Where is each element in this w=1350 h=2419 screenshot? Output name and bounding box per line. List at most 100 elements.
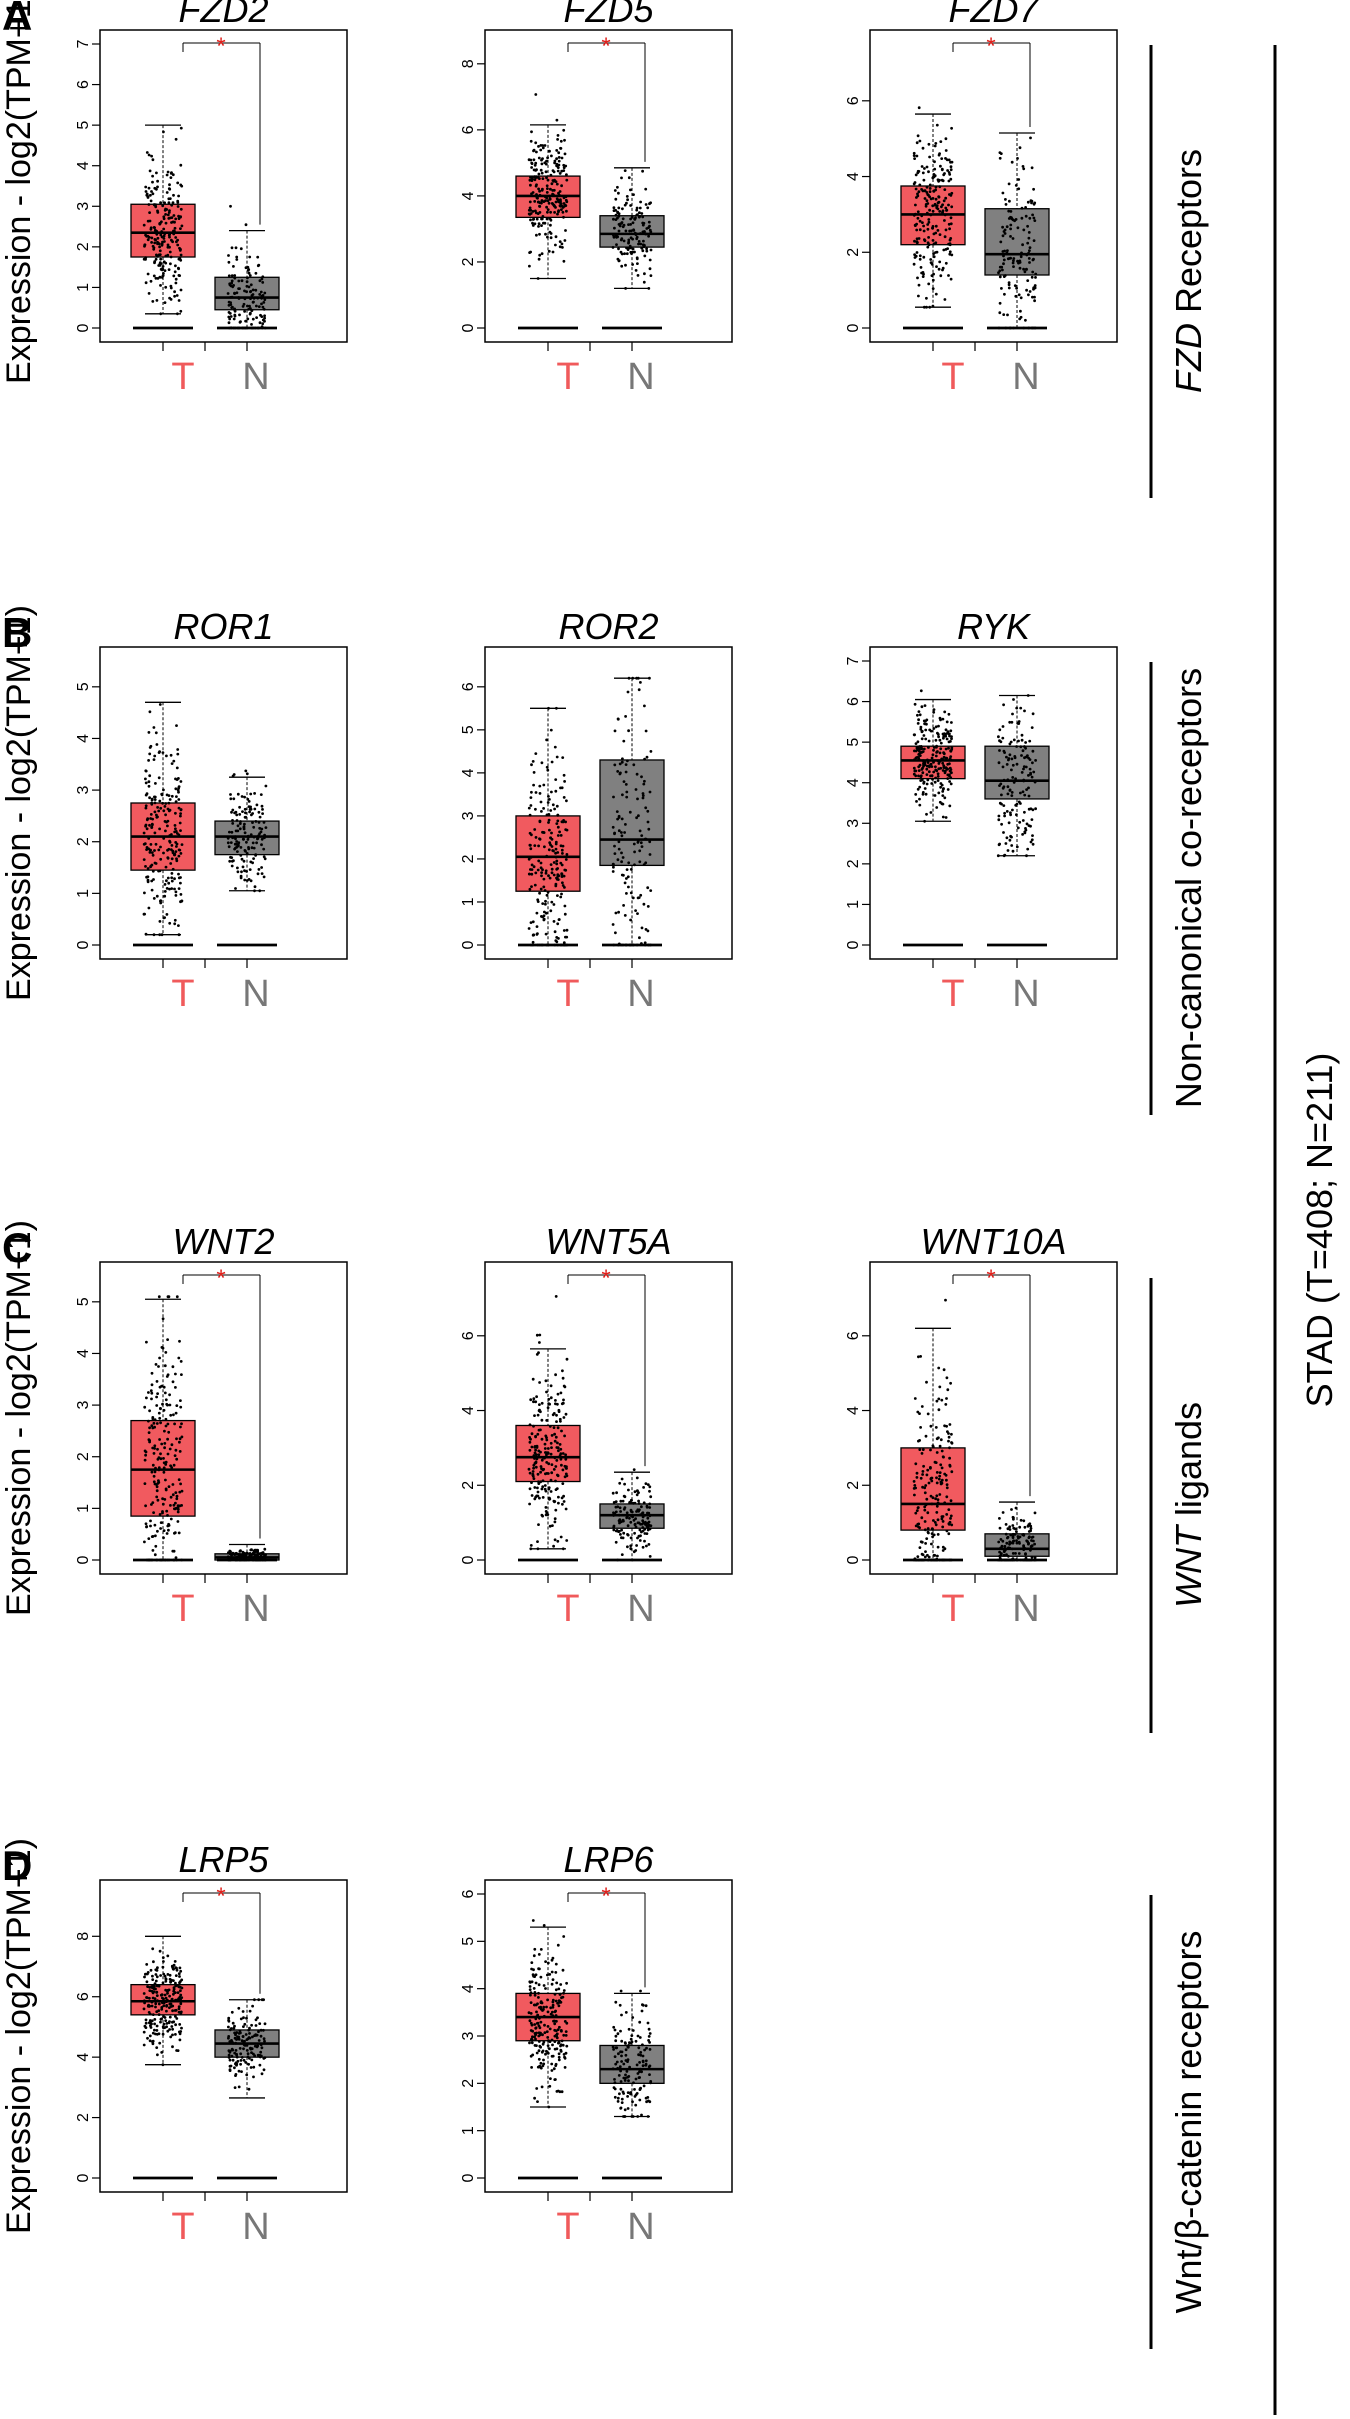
data-point (931, 777, 934, 781)
data-point (239, 2059, 243, 2062)
data-point (179, 1996, 182, 2000)
data-point (932, 1519, 935, 1522)
data-point (538, 891, 541, 895)
data-point (625, 1516, 629, 1520)
data-point (930, 274, 934, 277)
group-label-normal: N (627, 973, 654, 1015)
data-point (256, 1549, 259, 1553)
data-point (533, 1497, 537, 1501)
data-point (646, 905, 650, 908)
data-point (1013, 756, 1017, 760)
data-point (155, 1495, 159, 1499)
data-point (559, 1457, 563, 1461)
data-point (942, 173, 946, 177)
data-point (160, 276, 164, 279)
y-tick-label: 0 (460, 323, 477, 332)
data-point (1033, 295, 1036, 299)
data-point (553, 1432, 556, 1436)
data-point (562, 941, 566, 945)
data-point (230, 281, 234, 285)
data-point (537, 1967, 540, 1971)
data-point (640, 2113, 643, 2117)
data-point (243, 2039, 246, 2043)
data-point (927, 236, 930, 239)
data-point (550, 900, 554, 904)
data-point (642, 782, 646, 786)
data-point (1012, 257, 1016, 260)
data-point (156, 1529, 159, 1533)
data-point (948, 734, 951, 738)
data-point (177, 267, 181, 271)
data-point (919, 1476, 923, 1480)
data-point (1003, 249, 1006, 253)
data-point (923, 197, 927, 200)
data-point (950, 1441, 954, 1445)
data-point (942, 199, 946, 203)
data-point (531, 2035, 534, 2039)
data-point (173, 824, 177, 827)
data-point (633, 1522, 637, 1526)
data-point (530, 1432, 534, 1436)
data-point (554, 1295, 558, 1298)
data-point (550, 1471, 554, 1475)
data-point (177, 854, 181, 858)
data-point (641, 2059, 645, 2063)
data-point (548, 1524, 552, 1528)
data-point (945, 1513, 949, 1516)
data-point (163, 1391, 167, 1395)
data-point (149, 843, 153, 846)
data-point (158, 1438, 162, 1441)
data-point (933, 174, 937, 178)
data-point (947, 712, 951, 716)
data-point (618, 1529, 621, 1533)
box-normal (599, 1468, 665, 1562)
y-tick-label: 2 (75, 1452, 92, 1461)
data-point (553, 1520, 557, 1524)
data-point (551, 2010, 554, 2014)
data-point (1031, 761, 1034, 765)
data-point (640, 834, 644, 837)
data-point (925, 211, 929, 215)
data-point (1021, 243, 1024, 247)
box-tumor (900, 1298, 966, 1562)
data-point (174, 2023, 178, 2027)
data-point (646, 820, 650, 824)
data-point (152, 1480, 156, 1484)
data-point (928, 765, 931, 769)
data-point (171, 173, 175, 177)
data-point (166, 1524, 170, 1528)
data-point (148, 2039, 152, 2043)
data-point (168, 1973, 172, 1977)
data-point (925, 767, 929, 771)
data-point (158, 1356, 162, 1360)
data-point (165, 208, 169, 211)
data-point (637, 2053, 640, 2057)
data-point (557, 159, 561, 163)
data-point (239, 820, 242, 823)
data-point (618, 1506, 622, 1510)
data-point (227, 2053, 231, 2057)
data-point (636, 262, 639, 265)
data-point (1019, 745, 1023, 749)
data-point (153, 241, 157, 245)
data-point (152, 933, 156, 937)
data-point (241, 2035, 245, 2038)
data-point (156, 179, 160, 183)
data-point (164, 865, 168, 869)
data-point (642, 243, 646, 247)
data-point (150, 826, 154, 829)
data-point (1009, 223, 1013, 227)
data-point (921, 171, 925, 175)
data-point (530, 1967, 533, 1971)
data-point (638, 2070, 641, 2074)
data-point (926, 1553, 929, 1557)
group-label-normal: N (242, 1588, 269, 1630)
data-point (998, 728, 1002, 732)
data-point (247, 805, 251, 808)
data-point (1009, 215, 1012, 219)
data-point (532, 1400, 535, 1404)
data-point (262, 301, 266, 304)
data-point (529, 921, 533, 924)
data-point (553, 2047, 557, 2051)
data-point (1034, 276, 1037, 279)
